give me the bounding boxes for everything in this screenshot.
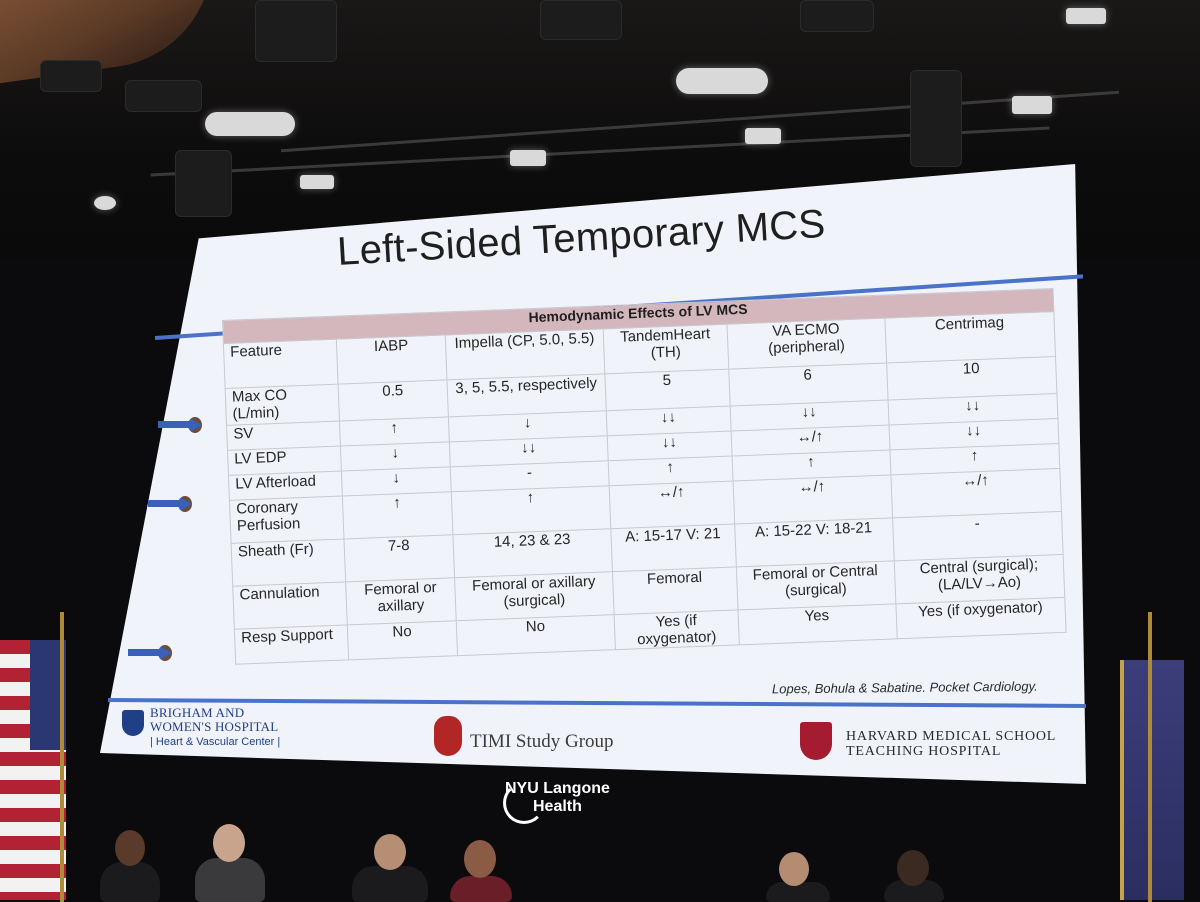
ceiling-light <box>300 175 334 189</box>
stage-light-fixture <box>910 70 962 167</box>
bwh-logo-text: BRIGHAM AND WOMEN'S HOSPITAL <box>150 706 278 734</box>
column-header: Centrimag <box>884 311 1056 364</box>
flag-pole <box>1148 612 1152 902</box>
table-cell: A: 15-17 V: 21 <box>610 523 736 572</box>
stage-light-fixture <box>540 0 622 40</box>
table-cell: Femoral or axillary <box>345 577 457 625</box>
table-cell: ↔/↑ <box>890 468 1062 518</box>
panelist <box>100 862 160 902</box>
panelist <box>884 880 944 902</box>
panelist <box>195 858 265 902</box>
panelist-head <box>464 840 496 878</box>
ceiling-light <box>676 68 768 94</box>
column-header: Feature <box>223 339 339 389</box>
table-cell: ↔/↑ <box>732 474 893 524</box>
table-cell: Femoral or axillary (surgical) <box>454 571 615 621</box>
hms-line1: HARVARD MEDICAL SCHOOL <box>846 729 1057 744</box>
stage-light-fixture <box>175 150 232 217</box>
table-cell: 14, 23 & 23 <box>452 528 613 578</box>
stage-light-fixture <box>800 0 874 32</box>
table-cell: 0.5 <box>338 379 449 422</box>
bwh-subtitle: | Heart & Vascular Center | <box>150 736 281 748</box>
arrow-right-icon <box>128 645 174 661</box>
bwh-shield-icon <box>122 710 144 736</box>
column-header: VA ECMO (peripheral) <box>726 318 887 370</box>
nyu-ring-icon <box>503 782 545 824</box>
hemodynamics-table: Hemodynamic Effects of LV MCS Feature IA… <box>222 288 1067 665</box>
ceiling-light <box>510 150 546 166</box>
panelist-head <box>374 834 406 870</box>
ceiling-light <box>745 128 781 144</box>
panelist-head <box>115 830 145 866</box>
arrow-right-icon <box>148 496 194 512</box>
arrow-right-icon <box>158 417 204 433</box>
stage-light-fixture <box>125 80 202 112</box>
panelist-head <box>779 852 809 886</box>
projection-screen <box>100 164 1087 784</box>
hms-line2: TEACHING HOSPITAL <box>846 744 1002 759</box>
column-header: IABP <box>336 334 447 385</box>
table-cell: Yes <box>737 603 897 645</box>
table-cell: 6 <box>728 363 888 407</box>
table-cell: ↑ <box>342 491 453 539</box>
row-label: Cannulation <box>232 581 348 630</box>
stage-light-fixture <box>255 0 337 62</box>
ceiling-light <box>1012 96 1052 114</box>
hms-logo-text: HARVARD MEDICAL SCHOOL TEACHING HOSPITAL <box>846 729 1056 759</box>
timi-logo-text: TIMI Study Group <box>470 731 614 752</box>
table-cell: 7-8 <box>343 534 455 582</box>
table-cell: No <box>347 620 458 660</box>
table-cell: Central (surgical); (LA/LV→Ao) <box>893 554 1065 604</box>
table-cell: 3, 5, 5.5, respectively <box>446 373 607 417</box>
table-cell: A: 15-22 V: 18-21 <box>734 517 894 567</box>
ceiling-light <box>205 112 295 136</box>
harvard-shield-icon <box>800 722 832 760</box>
panelist <box>450 876 512 902</box>
table-cell: ↔/↑ <box>609 481 735 529</box>
row-label: Coronary Perfusion <box>229 496 344 544</box>
row-label: Max CO (L/min) <box>225 384 340 426</box>
table-cell: Yes (if oxygenator) <box>614 609 739 650</box>
row-label: Sheath (Fr) <box>231 538 346 587</box>
nyu-langone-logo: NYU Langone Health <box>503 780 610 824</box>
nyu-logo-line2: Health <box>532 798 582 815</box>
table-cell: Yes (if oxygenator) <box>895 597 1067 639</box>
column-header: TandemHeart (TH) <box>603 324 729 374</box>
bwh-line2: WOMEN'S HOSPITAL <box>150 719 279 734</box>
slide-citation: Lopes, Bohula & Sabatine. Pocket Cardiol… <box>771 678 1038 697</box>
heart-icon <box>434 716 462 756</box>
panelist <box>352 866 428 902</box>
bwh-line1: BRIGHAM AND <box>150 705 245 720</box>
ceiling-light <box>94 196 116 210</box>
table-cell: Femoral <box>612 566 738 615</box>
table-cell: ↑ <box>451 485 611 535</box>
stage-light-fixture <box>40 60 102 92</box>
panelist-head <box>897 850 929 886</box>
row-label: Resp Support <box>234 624 349 665</box>
state-flag <box>1120 660 1184 900</box>
table-cell: 5 <box>604 369 730 411</box>
flag-pole <box>60 612 64 902</box>
column-header: Impella (CP, 5.0, 5.5) <box>445 328 605 380</box>
panelist <box>766 882 830 902</box>
ceiling-light <box>1066 8 1106 24</box>
table-cell: No <box>456 614 616 656</box>
table-cell: Femoral or Central (surgical) <box>735 560 896 610</box>
panelist-head <box>213 824 245 862</box>
table-cell: - <box>892 511 1064 561</box>
